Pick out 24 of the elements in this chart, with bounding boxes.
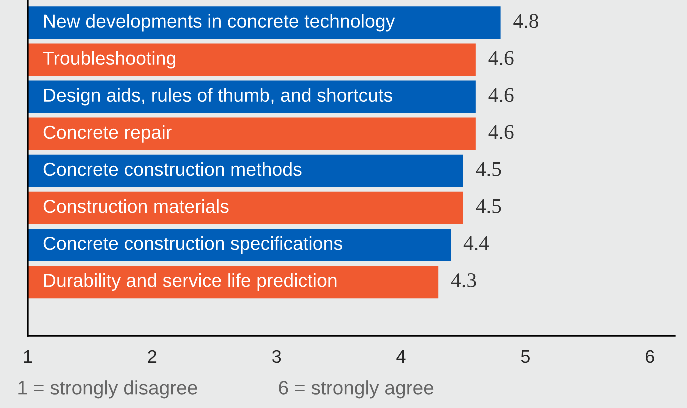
y-tick-label: Durability and service life prediction [44, 274, 337, 292]
data-label: 4.8 [514, 14, 538, 28]
data-label: 4.6 [488, 51, 514, 66]
x-tick-label: 5 [521, 350, 530, 364]
x-tick-label: 6 [646, 350, 654, 364]
x-tick-label: 4 [396, 350, 406, 363]
y-tick-label: Construction materials [44, 199, 229, 214]
y-tick-label: New developments in concrete technology [44, 14, 396, 32]
data-label: 4.5 [476, 199, 502, 214]
y-tick-label: Concrete construction specifications [44, 236, 342, 254]
x-tick-label: 2 [148, 350, 157, 363]
y-tick-label: Concrete construction methods [44, 162, 302, 176]
x-tick-label: 3 [272, 350, 282, 364]
text: 6 = strongly agree [279, 380, 434, 399]
data-label: 4.5 [476, 162, 502, 176]
x-tick-label: 1 [24, 350, 32, 363]
y-tick-label: Design aids, rules of thumb, and shortcuts [44, 88, 392, 106]
text: 1 = strongly disagree [18, 380, 198, 399]
data-label: 4.6 [488, 88, 514, 102]
y-tick-label: Troubleshooting [43, 51, 176, 69]
data-label: 4.6 [488, 125, 514, 140]
data-label: 4.4 [464, 236, 490, 251]
y-tick-label: Concrete repair [44, 125, 172, 143]
data-label: 4.3 [451, 274, 476, 288]
